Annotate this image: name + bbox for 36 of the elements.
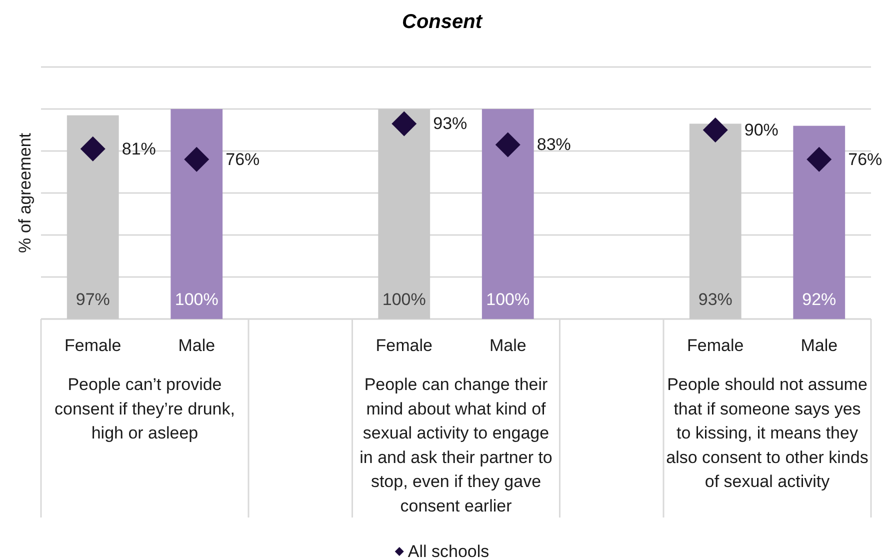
legend-label: All schools [408, 542, 490, 560]
bar [170, 109, 223, 319]
data-label: 97% [76, 290, 110, 309]
data-label: 100% [486, 290, 530, 309]
bar [66, 115, 119, 319]
x-tick-label: Female [376, 336, 432, 356]
text: People should not assume that if someone says yes to kissing, it means they also consent to other kinds of sexual activity [666, 375, 868, 492]
bar [378, 109, 430, 319]
bar [482, 109, 534, 319]
data-label: 83% [536, 135, 571, 154]
text: People can’t provide consent if they’re drunk, high or asleep [54, 375, 235, 443]
data-label: 93% [433, 114, 468, 134]
data-label: 93% [698, 290, 732, 309]
data-label: 76% [848, 150, 882, 169]
point [702, 118, 728, 142]
text: People can change their mind about what kind of sexual activity to engage in and ask their partner to stop, even if they gave consent earlier [360, 375, 552, 516]
point [806, 146, 832, 172]
x-tick-label: Female [64, 336, 122, 356]
bar [689, 124, 742, 319]
x-tick-label: Female [687, 336, 744, 356]
data-label: 100% [382, 290, 426, 309]
point [80, 136, 106, 162]
x-tick-label: Male [178, 336, 216, 356]
point [392, 111, 417, 136]
x-tick-label: Male [489, 336, 526, 356]
data-label: 92% [802, 290, 836, 309]
point [184, 146, 210, 172]
data-label: 100% [174, 290, 218, 309]
y-axis-title: % of agreement [16, 132, 34, 254]
bar [793, 126, 846, 319]
data-label: 90% [744, 120, 778, 140]
data-label: 76% [226, 150, 260, 169]
data-label: 81% [122, 139, 156, 158]
chart-title: Consent [402, 11, 484, 33]
x-tick-label: Male [800, 336, 838, 356]
point [495, 132, 520, 158]
